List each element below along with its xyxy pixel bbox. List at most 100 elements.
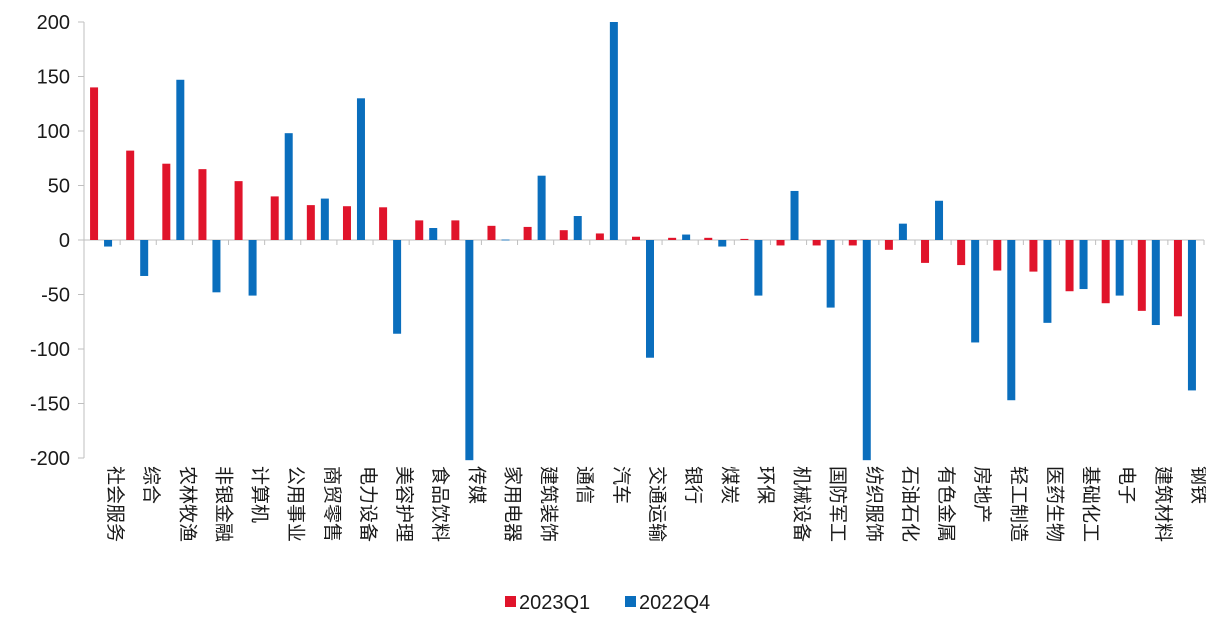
bar-2023q1 [306, 205, 315, 240]
bar-2023q1 [957, 240, 966, 266]
bar-2022q4 [429, 228, 438, 240]
bar-2023q1 [198, 169, 207, 240]
bar-2022q4 [284, 133, 293, 240]
bar-2023q1 [342, 206, 351, 240]
category-label: 机械设备 [791, 466, 813, 542]
bar-2023q1 [415, 220, 424, 240]
bar-2023q1 [740, 238, 749, 240]
bar-2023q1 [848, 240, 857, 246]
bar-2023q1 [812, 240, 821, 246]
bar-2022q4 [320, 198, 329, 240]
bar-2023q1 [523, 226, 532, 240]
bar-2023q1 [921, 240, 930, 263]
y-tick-label: 0 [59, 230, 70, 252]
category-label: 计算机 [249, 466, 271, 523]
bar-2022q4 [140, 240, 149, 276]
bar-2022q4 [248, 240, 257, 296]
axes: 200 150 100 50 0 -50 -100 -150 -200 [30, 12, 1205, 470]
category-label: 医药生物 [1043, 466, 1065, 542]
legend-swatch [505, 596, 516, 607]
bar-2023q1 [451, 220, 460, 240]
bar-2022q4 [356, 98, 365, 240]
bar-2022q4 [682, 234, 691, 240]
category-label: 美容护理 [393, 466, 415, 542]
category-label: 基础化工 [1080, 466, 1102, 542]
bar-2022q4 [1079, 240, 1088, 290]
category-label: 房地产 [971, 466, 993, 523]
bar-2023q1 [993, 240, 1002, 271]
category-label: 轻工制造 [1007, 466, 1029, 542]
category-label: 家用电器 [501, 466, 523, 542]
category-label: 商贸零售 [321, 466, 343, 542]
bar-2022q4 [898, 223, 907, 240]
bar-2023q1 [487, 225, 496, 240]
bar-2022q4 [212, 240, 221, 293]
bar-2022q4 [1007, 240, 1016, 401]
bar-2022q4 [609, 22, 618, 240]
bar-2022q4 [1043, 240, 1052, 323]
bar-2023q1 [704, 237, 713, 240]
bar-2022q4 [754, 240, 763, 296]
bar-2023q1 [595, 233, 604, 240]
legend-entry: 2023Q1 [519, 592, 590, 614]
legend-swatch [625, 596, 636, 607]
bar-2022q4 [971, 240, 980, 343]
category-label: 综合 [140, 466, 162, 504]
bar-2022q4 [1151, 240, 1160, 326]
bar-2022q4 [862, 240, 871, 461]
y-tick-label: 100 [37, 121, 70, 143]
category-label: 汽车 [610, 466, 632, 504]
bar-2023q1 [90, 87, 99, 241]
category-label: 纺织服饰 [863, 466, 885, 542]
category-label: 农林牧渔 [176, 466, 198, 542]
bar-2022q4 [1187, 240, 1196, 391]
category-label: 钢铁 [1188, 466, 1206, 504]
category-label: 交通运输 [646, 466, 668, 542]
category-label: 食品饮料 [429, 466, 451, 542]
category-labels: 社会服务 综合 农林牧渔 非银金融 计算机 公用事业 商贸零售 电力设备 美容护理 食品饮料 传媒家… [104, 466, 1206, 542]
category-label: 建筑装饰 [538, 466, 560, 542]
bar-2023q1 [234, 181, 243, 240]
category-label: 有色金属 [935, 466, 957, 542]
bar-2023q1 [1137, 240, 1146, 311]
category-label: 银行 [682, 466, 704, 504]
bar-2022q4 [537, 175, 546, 240]
legend-entry: 2022Q4 [639, 592, 710, 614]
category-label: 电力设备 [357, 466, 379, 542]
bar-2023q1 [162, 163, 171, 240]
bar-2023q1 [1173, 240, 1182, 317]
bar-2022q4 [1115, 240, 1124, 296]
category-label: 环保 [754, 466, 776, 504]
bars [90, 22, 1196, 461]
category-label: 社会服务 [104, 466, 126, 542]
bar-2023q1 [559, 230, 568, 240]
bar-2022q4 [826, 240, 835, 308]
bar-2022q4 [393, 240, 402, 334]
bar-2022q4 [501, 239, 510, 241]
y-tick-label: 150 [37, 67, 70, 89]
y-tick-label: -200 [30, 448, 70, 470]
bar-2022q4 [104, 240, 113, 247]
y-tick-label: -100 [30, 339, 70, 361]
bar-2023q1 [668, 237, 677, 240]
y-tick-label: 200 [37, 12, 70, 34]
bar-2022q4 [465, 240, 474, 461]
category-label: 公用事业 [285, 466, 307, 542]
bar-2023q1 [1029, 240, 1038, 272]
bar-2023q1 [632, 236, 640, 240]
y-tick-label: 50 [48, 176, 70, 198]
bar-2022q4 [718, 240, 727, 247]
bar-2022q4 [935, 200, 944, 240]
category-label: 通信 [574, 466, 596, 504]
category-label: 建筑材料 [1152, 466, 1174, 542]
category-label: 煤炭 [718, 466, 740, 504]
category-label: 石油石化 [899, 466, 921, 542]
bar-2023q1 [776, 240, 785, 246]
bar-2022q4 [646, 240, 654, 358]
bar-2022q4 [176, 79, 185, 241]
category-label: 电子 [1116, 466, 1138, 504]
bar-2022q4 [573, 216, 582, 240]
bar-2023q1 [884, 240, 893, 250]
